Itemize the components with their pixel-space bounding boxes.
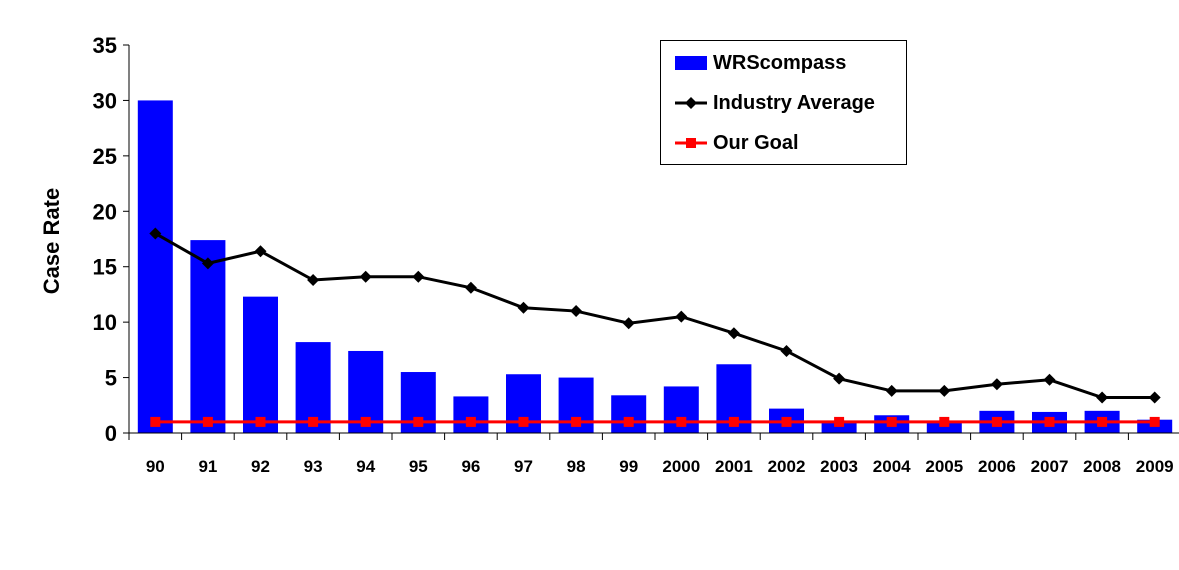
data-point-square <box>1149 416 1160 427</box>
data-point-square <box>781 416 792 427</box>
legend-item-our-goal: Our Goal <box>675 131 799 155</box>
series-line <box>154 232 1155 400</box>
y-tick-label: 35 <box>93 33 117 58</box>
legend-item-wrscompass: WRScompass <box>675 51 846 75</box>
data-point-square <box>308 416 319 427</box>
data-point-diamond <box>307 274 320 287</box>
y-tick-label: 20 <box>93 199 117 224</box>
y-tick-label: 10 <box>93 310 117 335</box>
data-point-square <box>202 416 213 427</box>
data-point-square <box>360 416 371 427</box>
data-point-square <box>518 416 529 427</box>
data-point-diamond <box>517 301 530 314</box>
x-tick-label: 2002 <box>768 457 806 476</box>
x-tick-label: 99 <box>619 457 638 476</box>
data-point-diamond <box>254 245 267 258</box>
data-point-diamond <box>675 310 688 323</box>
data-point-square <box>413 416 424 427</box>
data-point-diamond <box>885 384 898 397</box>
data-point-diamond <box>938 384 951 397</box>
bar <box>137 100 173 433</box>
data-point-diamond <box>780 344 793 357</box>
y-tick-label: 30 <box>93 88 117 113</box>
data-point-square <box>571 416 582 427</box>
legend-swatch-bar <box>675 56 707 70</box>
data-point-diamond <box>149 227 162 240</box>
data-point-square <box>623 416 634 427</box>
data-point-square <box>991 416 1002 427</box>
x-tick-label: 2003 <box>820 457 858 476</box>
x-tick-label: 95 <box>409 457 428 476</box>
legend-swatch-diamond-line <box>675 97 707 109</box>
x-tick-label: 2007 <box>1031 457 1069 476</box>
legend-label: WRScompass <box>713 51 847 74</box>
x-tick-label: 92 <box>251 457 270 476</box>
data-point-square <box>1097 416 1108 427</box>
x-tick-label: 97 <box>514 457 533 476</box>
x-tick-label: 90 <box>146 457 165 476</box>
data-point-diamond <box>1148 391 1161 404</box>
data-point-diamond <box>201 257 214 270</box>
data-point-square <box>676 416 687 427</box>
data-point-square <box>728 416 739 427</box>
legend-item-industry-average: Industry Average <box>675 91 875 115</box>
x-tick-label: 2009 <box>1136 457 1174 476</box>
data-point-diamond <box>1096 391 1109 404</box>
y-tick-label: 5 <box>105 366 117 391</box>
y-tick-label: 25 <box>93 144 117 169</box>
data-point-diamond <box>1043 373 1056 386</box>
data-point-diamond <box>464 281 477 294</box>
x-tick-label: 2001 <box>715 457 753 476</box>
x-tick-label: 94 <box>356 457 375 476</box>
data-point-square <box>255 416 266 427</box>
data-point-diamond <box>833 372 846 385</box>
bar <box>453 396 489 433</box>
data-point-square <box>886 416 897 427</box>
x-tick-label: 91 <box>198 457 217 476</box>
bar <box>190 240 226 433</box>
y-axis-label: Case Rate <box>39 187 64 295</box>
data-point-diamond <box>412 270 425 283</box>
bar <box>243 296 278 433</box>
data-point-square <box>465 416 476 427</box>
data-point-diamond <box>727 327 740 340</box>
y-tick-label: 0 <box>105 421 117 446</box>
legend-label: Our Goal <box>713 131 799 154</box>
x-tick-label: 2004 <box>873 457 911 476</box>
data-point-diamond <box>622 317 635 330</box>
data-point-diamond <box>570 305 583 318</box>
data-point-diamond <box>359 270 372 283</box>
data-point-square <box>834 416 845 427</box>
data-point-square <box>939 416 950 427</box>
data-point-diamond <box>990 378 1003 391</box>
x-tick-label: 2000 <box>662 457 700 476</box>
data-point-square <box>150 416 161 427</box>
x-tick-label: 2008 <box>1083 457 1121 476</box>
legend-swatch-square-line <box>675 138 707 148</box>
x-tick-label: 98 <box>567 457 586 476</box>
x-tick-label: 2006 <box>978 457 1016 476</box>
data-point-square <box>1044 416 1055 427</box>
y-tick-label: 15 <box>93 255 117 280</box>
x-tick-label: 93 <box>304 457 323 476</box>
legend: WRScompass Industry Average Our Goal <box>660 40 907 165</box>
bar <box>611 395 647 433</box>
x-tick-label: 96 <box>461 457 480 476</box>
bar <box>926 421 962 433</box>
x-tick-label: 2005 <box>925 457 963 476</box>
legend-label: Industry Average <box>713 91 875 114</box>
